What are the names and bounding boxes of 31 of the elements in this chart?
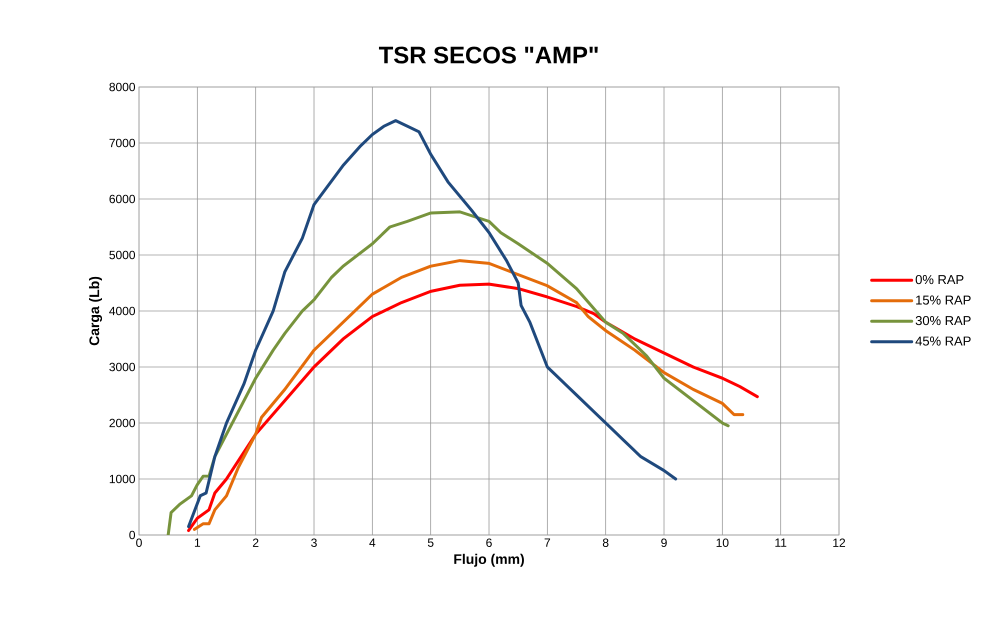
x-tick-label: 5 bbox=[428, 538, 434, 547]
legend-label: 15% RAP bbox=[916, 296, 971, 305]
x-tick-label: 10 bbox=[716, 538, 729, 547]
legend-label: 0% RAP bbox=[916, 274, 964, 284]
legend-label: 30% RAP bbox=[916, 316, 971, 326]
x-tick-label: 4 bbox=[369, 538, 376, 547]
y-tick-label: 5000 bbox=[109, 250, 136, 260]
y-tick-label: 0 bbox=[129, 530, 136, 540]
y-axis-title: Carga (Lb) bbox=[88, 276, 102, 346]
line-series bbox=[166, 210, 730, 535]
legend-label: 45% RAP bbox=[915, 336, 971, 346]
x-axis-title: Flujo (mm) bbox=[454, 554, 524, 567]
x-tick-label: 2 bbox=[252, 538, 258, 547]
x-tick-label: 11 bbox=[775, 538, 786, 547]
x-tick-label: 1 bbox=[194, 538, 200, 547]
x-tick-label: 0 bbox=[136, 538, 142, 547]
x-tick-label: 7 bbox=[544, 538, 550, 547]
y-tick-label: 7000 bbox=[110, 138, 136, 148]
y-tick-label: 6000 bbox=[110, 194, 136, 204]
y-tick-label: 3000 bbox=[109, 362, 136, 372]
x-tick-label: 6 bbox=[486, 538, 492, 547]
y-tick-label: 2000 bbox=[109, 418, 136, 428]
y-tick-label: 1000 bbox=[110, 474, 136, 484]
x-tick-label: 12 bbox=[833, 538, 846, 547]
chart-title: TSR SECOS "AMP" bbox=[378, 46, 598, 64]
x-tick-label: 3 bbox=[311, 538, 317, 547]
x-tick-label: 9 bbox=[661, 538, 667, 547]
y-tick-label: 4000 bbox=[109, 306, 136, 316]
x-tick-label: 8 bbox=[602, 538, 608, 547]
line-series bbox=[187, 119, 678, 528]
y-tick-label: 8000 bbox=[109, 82, 136, 92]
